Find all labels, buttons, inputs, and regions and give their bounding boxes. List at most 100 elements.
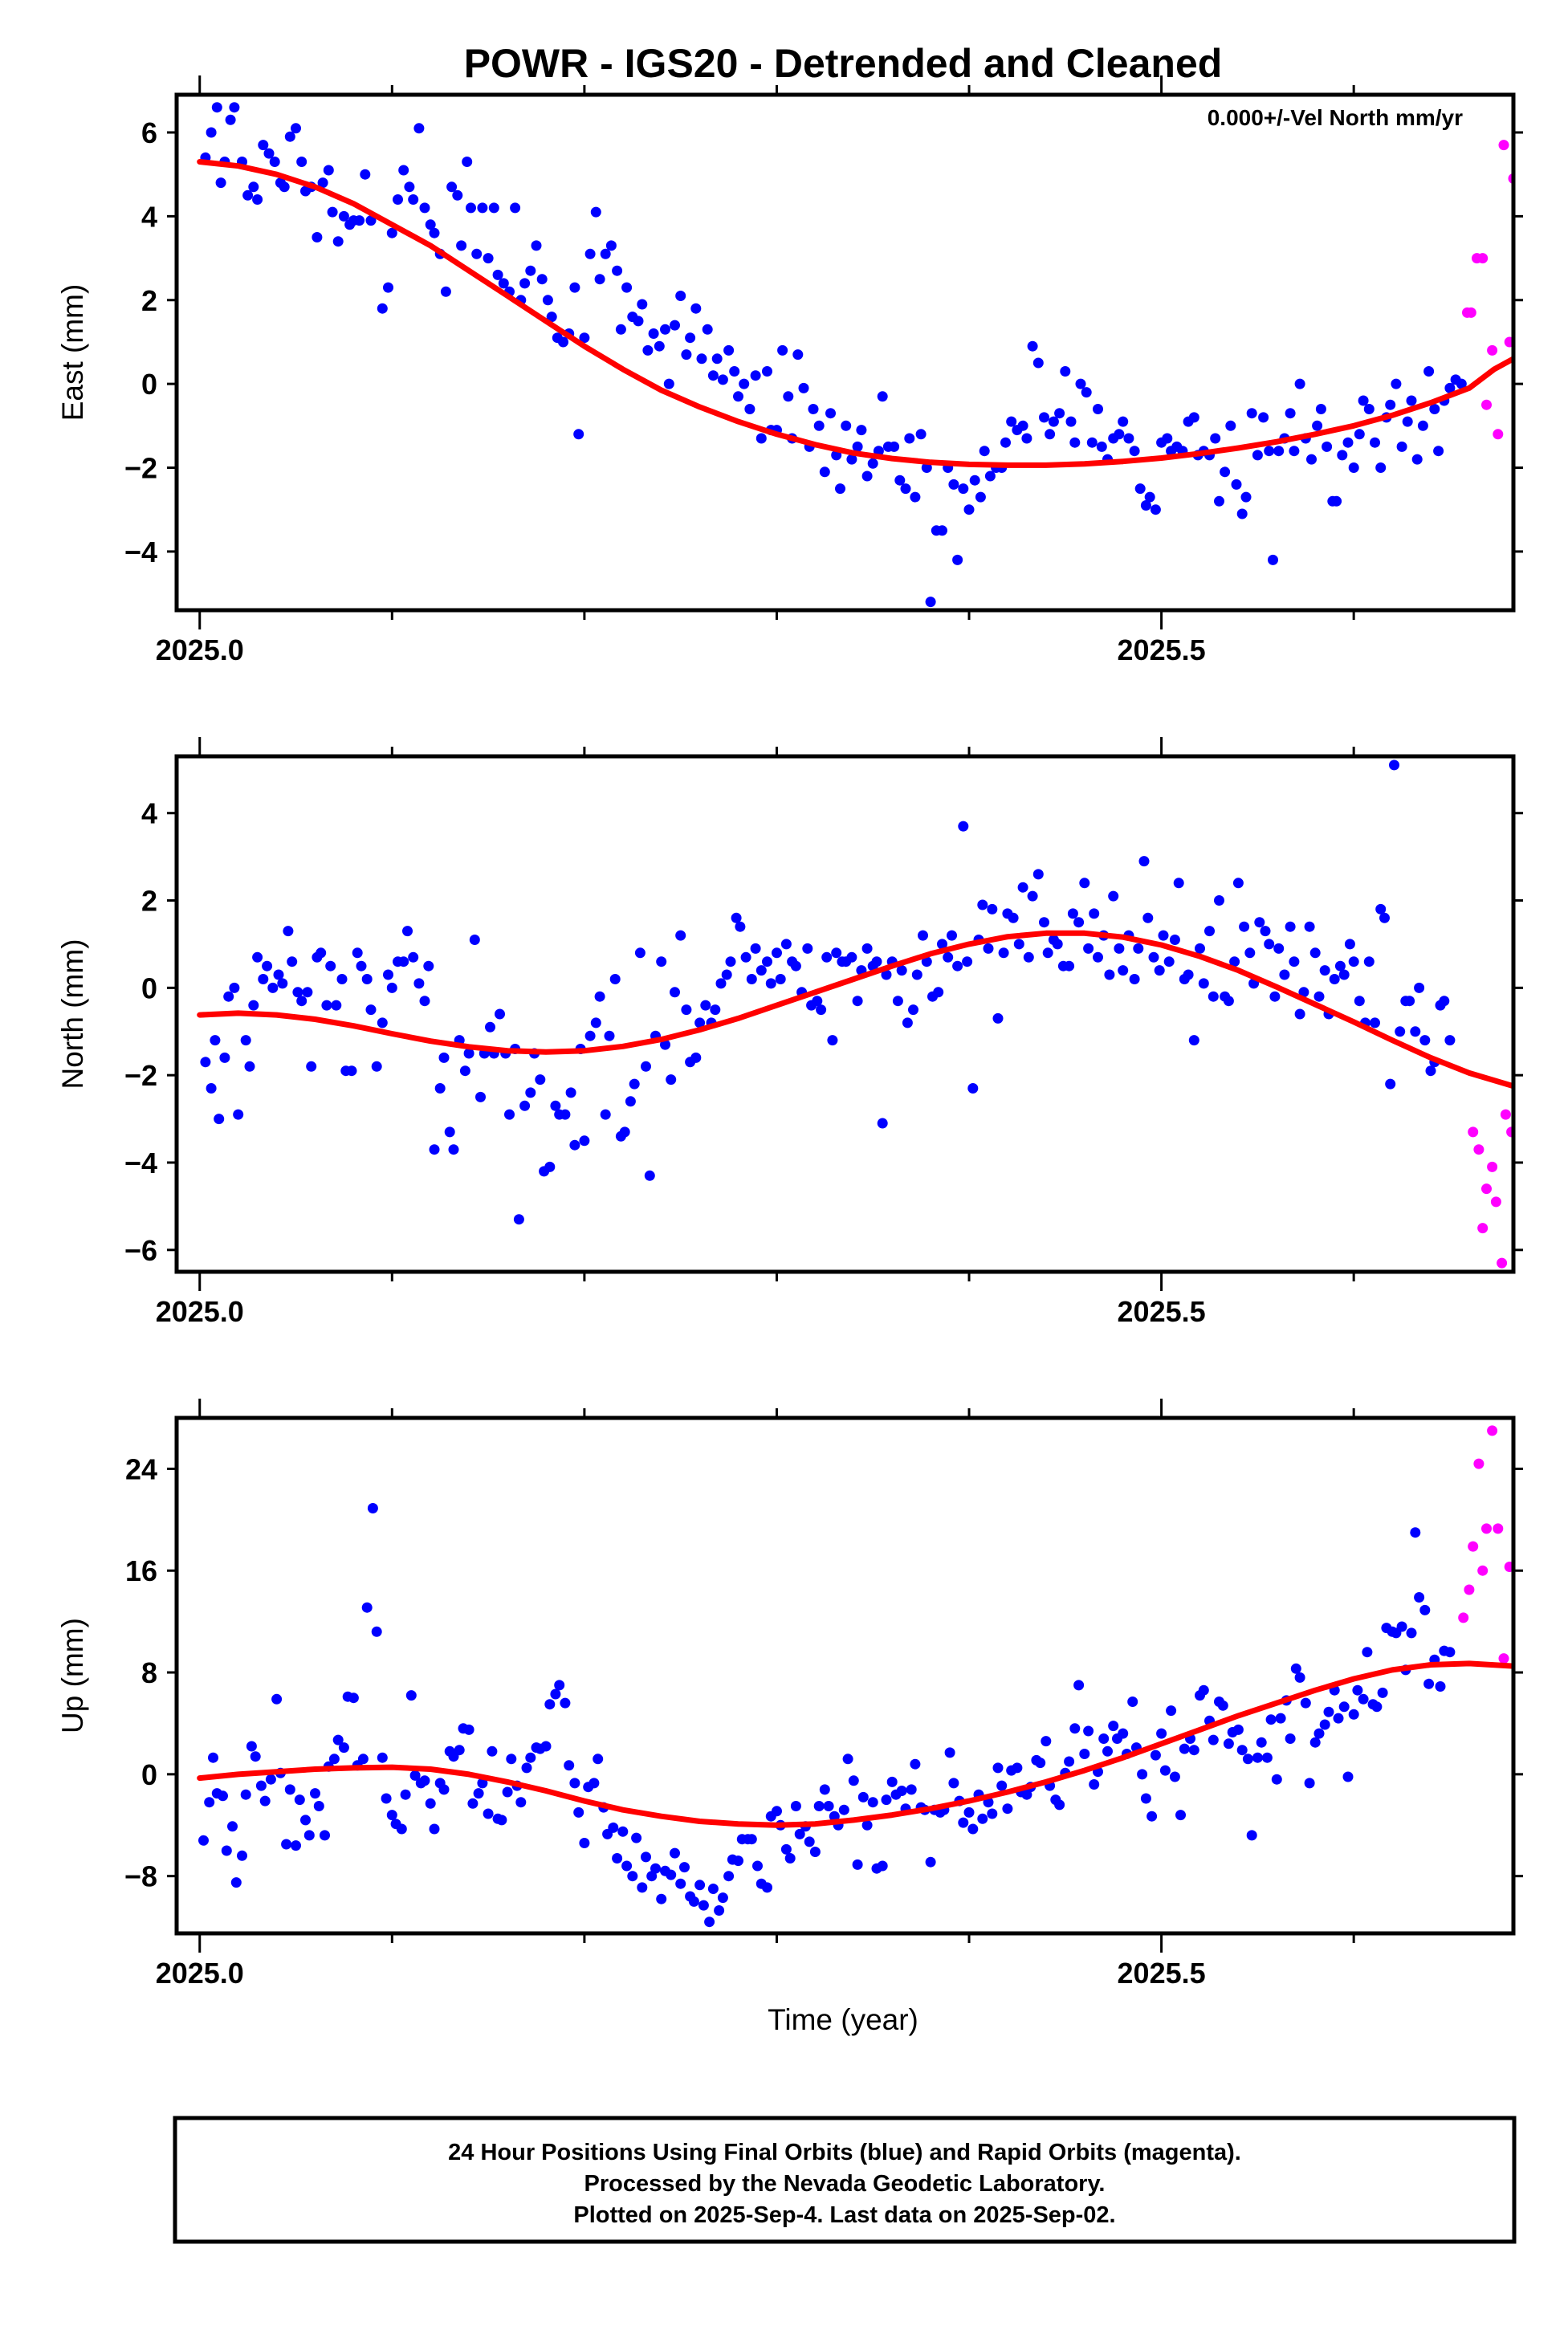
final-orbit-point <box>1129 974 1140 984</box>
final-orbit-point <box>641 1851 651 1863</box>
final-orbit-point <box>1198 1684 1209 1696</box>
final-orbit-point <box>284 1784 295 1795</box>
footer-line-2: Processed by the Nevada Geodetic Laborat… <box>584 2171 1106 2197</box>
final-orbit-point <box>1065 416 1077 427</box>
final-orbit-point <box>1096 441 1107 452</box>
final-orbit-point <box>233 1109 244 1120</box>
final-orbit-point <box>525 1752 536 1763</box>
fit-curve <box>197 930 1513 1090</box>
final-orbit-point <box>1236 1745 1248 1756</box>
final-orbit-point <box>725 956 736 967</box>
final-orbit-point <box>1148 951 1159 963</box>
final-orbit-point <box>1154 965 1165 976</box>
final-orbit-point <box>819 466 830 478</box>
final-orbit-point <box>877 1118 888 1129</box>
final-orbit-point <box>550 1100 561 1111</box>
final-orbit-point <box>386 982 397 993</box>
final-orbit-point <box>921 462 932 473</box>
final-orbit-point <box>1433 446 1444 457</box>
final-orbit-point <box>383 969 393 980</box>
final-orbit-point <box>688 1896 699 1907</box>
final-orbit-point <box>1294 1008 1305 1020</box>
y-tick-label: −8 <box>124 1860 157 1893</box>
final-orbit-point <box>438 1784 450 1795</box>
rapid-orbit-point <box>1458 1612 1469 1623</box>
final-orbit-point <box>1210 433 1221 444</box>
final-orbit-point <box>1232 1724 1244 1735</box>
final-orbit-point <box>877 391 888 402</box>
final-orbit-point <box>1269 991 1281 1002</box>
final-orbit-point <box>1169 935 1180 945</box>
final-orbit-point <box>967 1083 979 1094</box>
final-orbit-point <box>1337 450 1348 461</box>
final-orbit-point <box>1300 1697 1311 1709</box>
final-orbit-point <box>1239 921 1250 932</box>
final-orbit-point <box>1118 965 1129 976</box>
final-orbit-point <box>784 1853 796 1864</box>
final-orbit-point <box>1264 446 1275 457</box>
final-orbit-point <box>565 1087 576 1098</box>
final-orbit-point <box>510 202 521 214</box>
final-orbit-point <box>729 366 740 377</box>
final-orbit-point <box>637 299 648 310</box>
rapid-orbit-point <box>1465 307 1476 318</box>
final-orbit-point <box>423 960 434 971</box>
final-orbit-point <box>1114 943 1125 954</box>
final-orbit-point <box>259 1795 271 1807</box>
final-orbit-point <box>881 969 892 980</box>
final-orbit-point <box>273 969 284 980</box>
final-orbit-point <box>856 425 867 436</box>
final-orbit-point <box>321 1000 332 1011</box>
final-orbit-point <box>1423 366 1435 377</box>
final-orbit-point <box>685 332 696 344</box>
final-orbit-point <box>634 947 646 959</box>
final-orbit-point <box>1013 939 1024 950</box>
final-orbit-point <box>248 1000 259 1011</box>
final-orbit-point <box>867 458 878 469</box>
final-orbit-point <box>987 903 998 914</box>
final-orbit-point <box>605 240 617 251</box>
final-orbit-point <box>277 978 288 989</box>
final-orbit-point <box>1246 408 1257 419</box>
final-orbit-point <box>211 102 222 113</box>
final-orbit-point <box>1402 416 1413 427</box>
final-orbit-point <box>896 965 907 976</box>
final-orbit-point <box>456 240 467 251</box>
rapid-orbit-point <box>1481 1183 1492 1195</box>
rapid-orbit-point <box>1487 344 1498 356</box>
final-orbit-point <box>1354 996 1365 1007</box>
final-orbit-point <box>357 1754 369 1765</box>
final-orbit-point <box>1142 912 1154 923</box>
final-orbit-point <box>1391 378 1402 389</box>
final-orbit-point <box>219 1052 230 1063</box>
final-orbit-point <box>438 1052 450 1063</box>
final-orbit-point <box>560 1697 571 1709</box>
final-orbit-point <box>1370 437 1380 448</box>
final-orbit-point <box>633 316 644 327</box>
final-orbit-point <box>1079 1749 1090 1759</box>
final-orbit-point <box>225 114 236 125</box>
final-orbit-point <box>987 1808 998 1819</box>
final-orbit-point <box>419 996 430 1007</box>
final-orbit-point <box>1354 429 1365 440</box>
final-orbit-point <box>485 1021 495 1033</box>
final-orbit-point <box>283 926 294 937</box>
final-orbit-point <box>413 123 425 134</box>
final-orbit-point <box>1261 1752 1273 1763</box>
final-orbit-point <box>848 1775 859 1786</box>
final-orbit-point <box>296 996 307 1007</box>
final-orbit-point <box>1342 437 1354 448</box>
final-orbit-point <box>440 286 451 297</box>
rapid-orbit-point <box>1504 336 1513 348</box>
final-orbit-point <box>1290 1663 1301 1674</box>
final-orbit-point <box>723 344 735 356</box>
footer-line-1: 24 Hour Positions Using Final Orbits (bl… <box>448 2140 1241 2165</box>
rapid-orbit-point <box>1493 1523 1504 1534</box>
final-orbit-point <box>1348 462 1359 473</box>
final-orbit-point <box>650 1863 661 1874</box>
final-orbit-point <box>371 1626 382 1637</box>
final-orbit-point <box>1417 420 1428 431</box>
final-orbit-point <box>584 248 596 259</box>
rapid-orbit-point <box>1498 140 1509 151</box>
final-orbit-point <box>1246 1830 1257 1841</box>
